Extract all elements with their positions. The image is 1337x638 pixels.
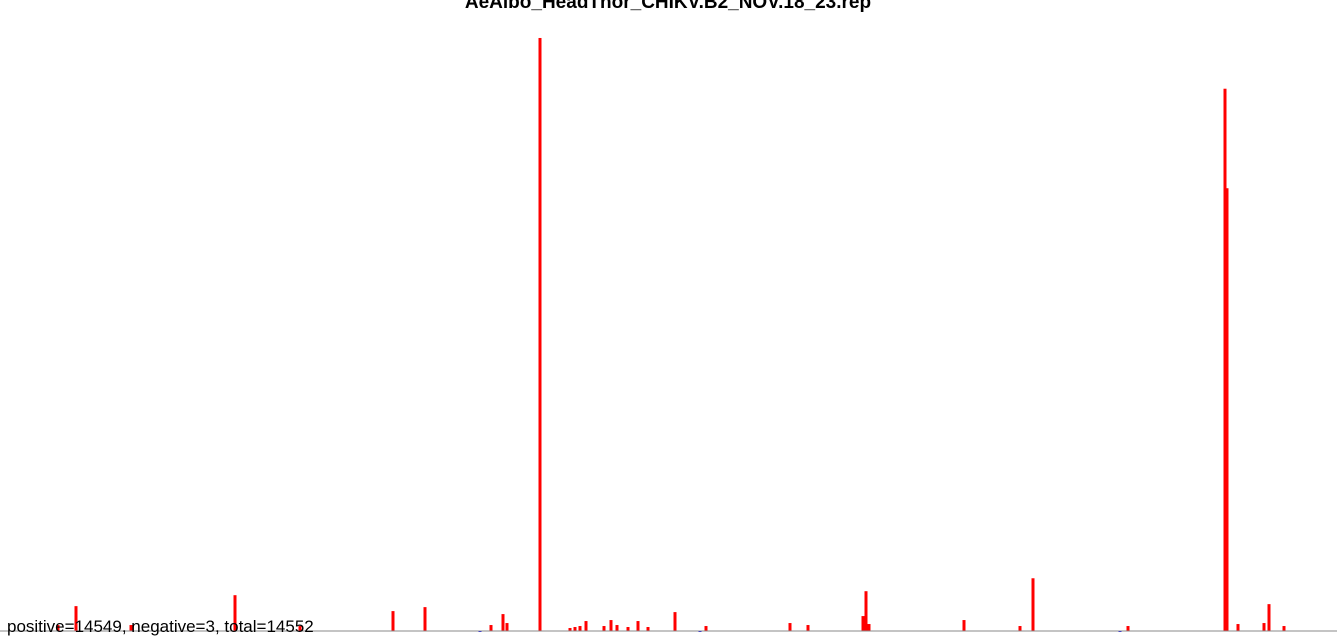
bar-positive <box>1267 604 1271 631</box>
bar-positive <box>636 621 640 631</box>
bar-positive <box>505 623 509 631</box>
bar-positive <box>867 624 871 631</box>
bar-positive <box>1262 623 1266 631</box>
bar-positive <box>788 623 792 631</box>
bar-positive <box>615 625 619 631</box>
bar-positive <box>962 620 966 631</box>
bar-positive <box>646 627 650 631</box>
bar-positive <box>423 607 427 631</box>
bars-group <box>56 37 1286 632</box>
bar-positive <box>704 626 708 631</box>
bar-positive <box>501 614 505 631</box>
bar-positive <box>1018 626 1022 631</box>
bar-positive <box>1282 626 1286 631</box>
count-summary-label: positive=14549, negative=3, total=14552 <box>7 617 314 636</box>
bar-positive <box>864 591 868 631</box>
bar-positive <box>584 621 588 631</box>
bar-positive <box>1225 188 1229 631</box>
bar-positive <box>56 625 60 631</box>
bar-positive <box>573 627 577 631</box>
bar-positive <box>1223 88 1227 632</box>
bar-positive <box>74 606 78 631</box>
bar-positive <box>578 626 582 631</box>
bar-positive <box>626 627 630 631</box>
bar-positive <box>538 37 542 632</box>
bar-positive <box>1031 578 1035 631</box>
bar-positive <box>391 611 395 631</box>
bar-positive <box>861 616 865 631</box>
bar-positive <box>489 625 493 631</box>
bar-positive <box>1126 626 1130 631</box>
bar-positive <box>673 612 677 631</box>
bar-positive <box>602 626 606 631</box>
bar-positive <box>298 626 302 631</box>
bar-positive <box>233 595 237 631</box>
bar-positive <box>806 625 810 631</box>
bar-positive <box>1236 624 1240 631</box>
chart-title: AeAlbo_HeadThor_CHIKV.B2_NOV.18_23.rep <box>465 0 871 13</box>
bar-positive <box>568 628 572 631</box>
bar-positive <box>609 620 613 631</box>
bar-positive <box>129 625 133 631</box>
